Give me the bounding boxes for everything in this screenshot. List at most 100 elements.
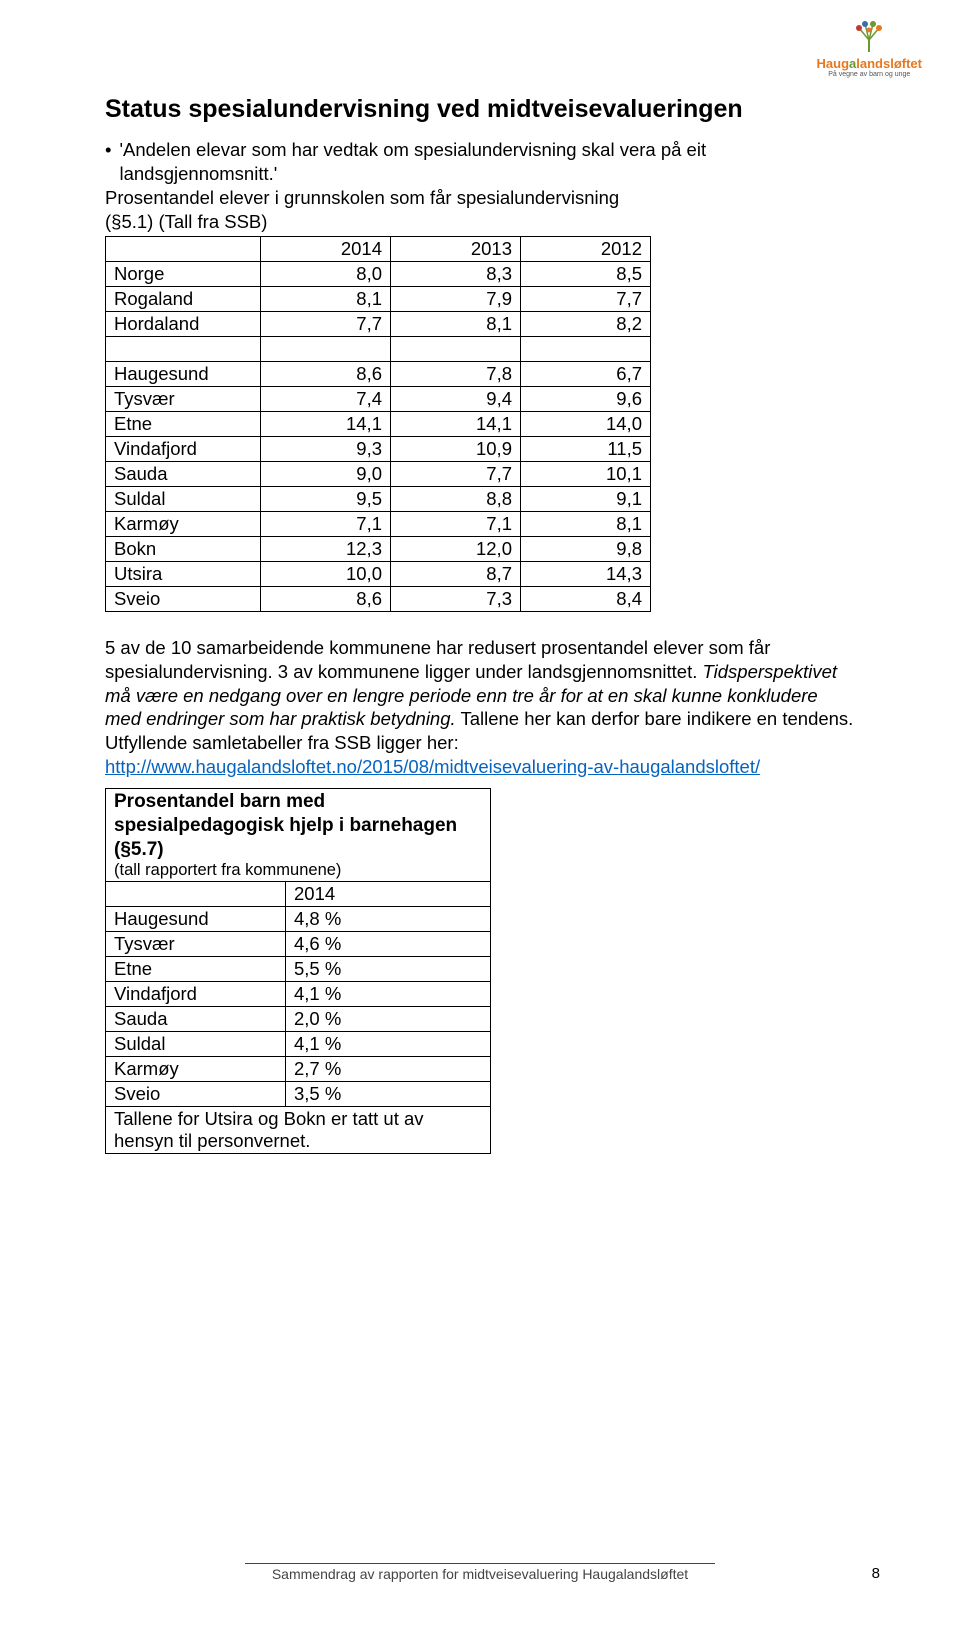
- row-value: 12,0: [391, 537, 521, 562]
- small-year-row: 2014: [106, 882, 491, 907]
- row-value: 7,9: [391, 287, 521, 312]
- row-value: 7,4: [261, 387, 391, 412]
- row-label: Haugesund: [106, 907, 286, 932]
- row-value: 10,9: [391, 437, 521, 462]
- row-value: 9,8: [521, 537, 651, 562]
- page-content: Status spesialundervisning ved midtveise…: [0, 0, 960, 1154]
- logo-subtitle: På vegne av barn og unge: [817, 71, 922, 78]
- row-value: 7,3: [391, 587, 521, 612]
- row-value: 5,5 %: [286, 957, 491, 982]
- table-row: Suldal4,1 %: [106, 1032, 491, 1057]
- intro-line-2a: Prosentandel elever i grunnskolen som få…: [105, 186, 855, 210]
- small-table-caption: Prosentandel barn med spesialpedagogisk …: [114, 790, 482, 861]
- row-value: 8,2: [521, 312, 651, 337]
- row-label: Norge: [106, 262, 261, 287]
- row-label: Tysvær: [106, 932, 286, 957]
- row-value: 7,7: [391, 462, 521, 487]
- logo-text: Haugalandsløftet: [817, 56, 922, 71]
- table-row: Karmøy2,7 %: [106, 1057, 491, 1082]
- row-label: Sveio: [106, 587, 261, 612]
- row-value: 9,3: [261, 437, 391, 462]
- logo-text-part3: landsløftet: [856, 56, 922, 71]
- row-value: 14,1: [391, 412, 521, 437]
- table-row: Haugesund8,67,86,7: [106, 362, 651, 387]
- row-label: Suldal: [106, 487, 261, 512]
- footer-text: Sammendrag av rapporten for midtveiseval…: [272, 1566, 688, 1582]
- row-value: 8,6: [261, 587, 391, 612]
- header-row: 2014 2013 2012: [106, 237, 651, 262]
- row-value: 4,8 %: [286, 907, 491, 932]
- table-row: Utsira10,08,714,3: [106, 562, 651, 587]
- table-row: Hordaland7,78,18,2: [106, 312, 651, 337]
- row-value: 7,1: [261, 512, 391, 537]
- table-row: Norge8,08,38,5: [106, 262, 651, 287]
- row-label: Utsira: [106, 562, 261, 587]
- small-year: 2014: [286, 882, 491, 907]
- row-value: 8,0: [261, 262, 391, 287]
- main-data-table: 2014 2013 2012 Norge8,08,38,5Rogaland8,1…: [105, 236, 651, 612]
- row-label: Bokn: [106, 537, 261, 562]
- page-number: 8: [872, 1565, 880, 1582]
- row-label: Hordaland: [106, 312, 261, 337]
- row-value: 9,6: [521, 387, 651, 412]
- row-value: 2,7 %: [286, 1057, 491, 1082]
- row-value: 8,8: [391, 487, 521, 512]
- body-paragraph: 5 av de 10 samarbeidende kommunene har r…: [105, 636, 855, 778]
- table-row: Etne5,5 %: [106, 957, 491, 982]
- intro-line-2b: (§5.1) (Tall fra SSB): [105, 210, 855, 234]
- row-label: Vindafjord: [106, 982, 286, 1007]
- body-text-1: 5 av de 10 samarbeidende kommunene har r…: [105, 637, 770, 682]
- row-label: Sauda: [106, 1007, 286, 1032]
- table-row: Bokn12,312,09,8: [106, 537, 651, 562]
- col-2014: 2014: [261, 237, 391, 262]
- row-value: 10,1: [521, 462, 651, 487]
- col-2012: 2012: [521, 237, 651, 262]
- bullet-icon: •: [105, 138, 111, 186]
- row-value: 8,3: [391, 262, 521, 287]
- table-row: Sauda2,0 %: [106, 1007, 491, 1032]
- logo-tree-icon: [851, 18, 887, 54]
- blank-row: [106, 337, 651, 362]
- brand-logo: Haugalandsløftet På vegne av barn og ung…: [817, 18, 922, 78]
- row-value: 4,1 %: [286, 1032, 491, 1057]
- row-value: 9,5: [261, 487, 391, 512]
- row-label: Rogaland: [106, 287, 261, 312]
- row-label: Sveio: [106, 1082, 286, 1107]
- row-value: 9,0: [261, 462, 391, 487]
- row-value: 10,0: [261, 562, 391, 587]
- table-row: Vindafjord9,310,911,5: [106, 437, 651, 462]
- table-row: Tysvær4,6 %: [106, 932, 491, 957]
- row-label: Tysvær: [106, 387, 261, 412]
- table-row: Rogaland8,17,97,7: [106, 287, 651, 312]
- table-row: Sveio3,5 %: [106, 1082, 491, 1107]
- row-value: 8,6: [261, 362, 391, 387]
- intro-line-1: 'Andelen elevar som har vedtak om spesia…: [119, 138, 855, 186]
- ssb-link[interactable]: http://www.haugalandsloftet.no/2015/08/m…: [105, 756, 760, 777]
- row-value: 8,1: [261, 287, 391, 312]
- page-footer: Sammendrag av rapporten for midtveiseval…: [0, 1563, 960, 1582]
- row-value: 8,1: [521, 512, 651, 537]
- table-row: Tysvær7,49,49,6: [106, 387, 651, 412]
- intro-block: • 'Andelen elevar som har vedtak om spes…: [105, 138, 855, 234]
- table-row: Sveio8,67,38,4: [106, 587, 651, 612]
- row-value: 7,8: [391, 362, 521, 387]
- small-table-note: Tallene for Utsira og Bokn er tatt ut av…: [106, 1107, 491, 1154]
- small-table-subcaption: (tall rapportert fra kommunene): [114, 861, 482, 880]
- row-value: 14,0: [521, 412, 651, 437]
- row-value: 9,1: [521, 487, 651, 512]
- col-2013: 2013: [391, 237, 521, 262]
- row-value: 7,7: [521, 287, 651, 312]
- row-value: 4,6 %: [286, 932, 491, 957]
- small-data-table: Prosentandel barn med spesialpedagogisk …: [105, 788, 491, 1154]
- row-value: 9,4: [391, 387, 521, 412]
- table-row: Karmøy7,17,18,1: [106, 512, 651, 537]
- page-title: Status spesialundervisning ved midtveise…: [105, 95, 855, 124]
- row-value: 8,7: [391, 562, 521, 587]
- row-value: 8,1: [391, 312, 521, 337]
- row-label: Etne: [106, 957, 286, 982]
- table-row: Etne14,114,114,0: [106, 412, 651, 437]
- logo-text-part1: Haug: [817, 56, 850, 71]
- row-value: 4,1 %: [286, 982, 491, 1007]
- row-value: 8,5: [521, 262, 651, 287]
- small-table-caption-cell: Prosentandel barn med spesialpedagogisk …: [106, 789, 491, 882]
